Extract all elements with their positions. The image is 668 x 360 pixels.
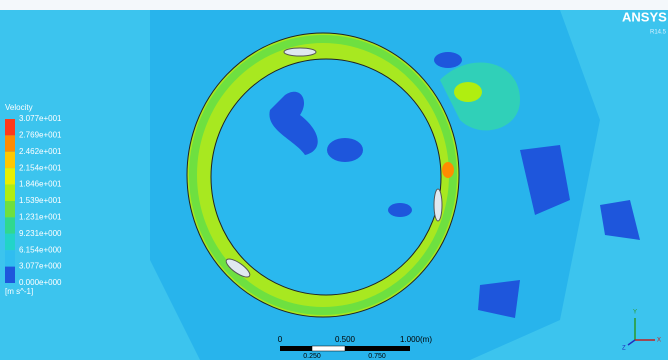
legend-label: 6.154e+000 bbox=[19, 245, 62, 254]
legend-swatch bbox=[5, 135, 15, 152]
legend-unit: [m s^-1] bbox=[5, 287, 33, 296]
flow-region bbox=[600, 200, 640, 240]
legend-swatch bbox=[5, 184, 15, 201]
flow-region bbox=[434, 52, 462, 68]
legend-label: 1.846e+001 bbox=[19, 180, 62, 189]
axis-z bbox=[627, 339, 636, 346]
legend-swatch bbox=[5, 266, 15, 283]
scale-unit: (m) bbox=[420, 335, 432, 344]
top-strip bbox=[0, 0, 668, 10]
blade bbox=[225, 258, 251, 278]
legend-label: 1.231e+001 bbox=[19, 213, 62, 222]
scale-label: 0.500 bbox=[335, 335, 356, 344]
flow-region bbox=[327, 138, 363, 162]
flow-region bbox=[388, 203, 412, 217]
legend: 3.077e+001 2.769e+001 2.462e+001 2.154e+001… bbox=[5, 114, 62, 287]
axis-label: Y bbox=[633, 310, 637, 316]
flow-region bbox=[442, 162, 454, 178]
legend-label: 9.231e+000 bbox=[19, 229, 62, 238]
legend-swatch bbox=[5, 217, 15, 234]
legend-swatch bbox=[5, 119, 15, 136]
scale-label: 0.750 bbox=[368, 353, 386, 360]
legend-label: 3.077e+001 bbox=[19, 114, 62, 123]
flow-region bbox=[478, 280, 520, 318]
legend-label: 2.154e+001 bbox=[19, 163, 62, 172]
legend-swatch bbox=[5, 201, 15, 218]
scale-label: 0 bbox=[278, 335, 283, 344]
legend-label: 2.462e+001 bbox=[19, 147, 62, 156]
version: R14.5 bbox=[650, 30, 667, 36]
legend-title: Velocity bbox=[5, 103, 33, 112]
legend-label: 1.539e+001 bbox=[19, 196, 62, 205]
legend-label: 3.077e+000 bbox=[19, 262, 62, 271]
flow-region bbox=[269, 91, 318, 155]
blade bbox=[433, 188, 443, 222]
legend-swatch bbox=[5, 233, 15, 251]
scale-segment bbox=[280, 346, 312, 351]
legend-swatch bbox=[5, 168, 15, 185]
flow-region bbox=[520, 145, 570, 215]
axis-label: X bbox=[657, 338, 661, 344]
inner-circle bbox=[210, 58, 442, 296]
scale-label: 0.250 bbox=[303, 353, 321, 360]
ring-band bbox=[189, 35, 457, 315]
blade bbox=[283, 47, 317, 57]
scale-label: 1.000 bbox=[400, 335, 421, 344]
scale-segment bbox=[311, 345, 346, 352]
axis-label: Z bbox=[622, 346, 626, 352]
legend-label: 2.769e+001 bbox=[19, 131, 62, 140]
scale-segment bbox=[345, 346, 410, 351]
scale-bar: 0 0.500 1.000 0.250 0.750 bbox=[278, 335, 421, 360]
legend-swatch bbox=[5, 250, 15, 267]
flow-region bbox=[454, 82, 482, 102]
logo: ANSYS bbox=[622, 9, 667, 24]
legend-swatch bbox=[5, 151, 15, 169]
legend-label: 0.000e+000 bbox=[19, 278, 62, 287]
